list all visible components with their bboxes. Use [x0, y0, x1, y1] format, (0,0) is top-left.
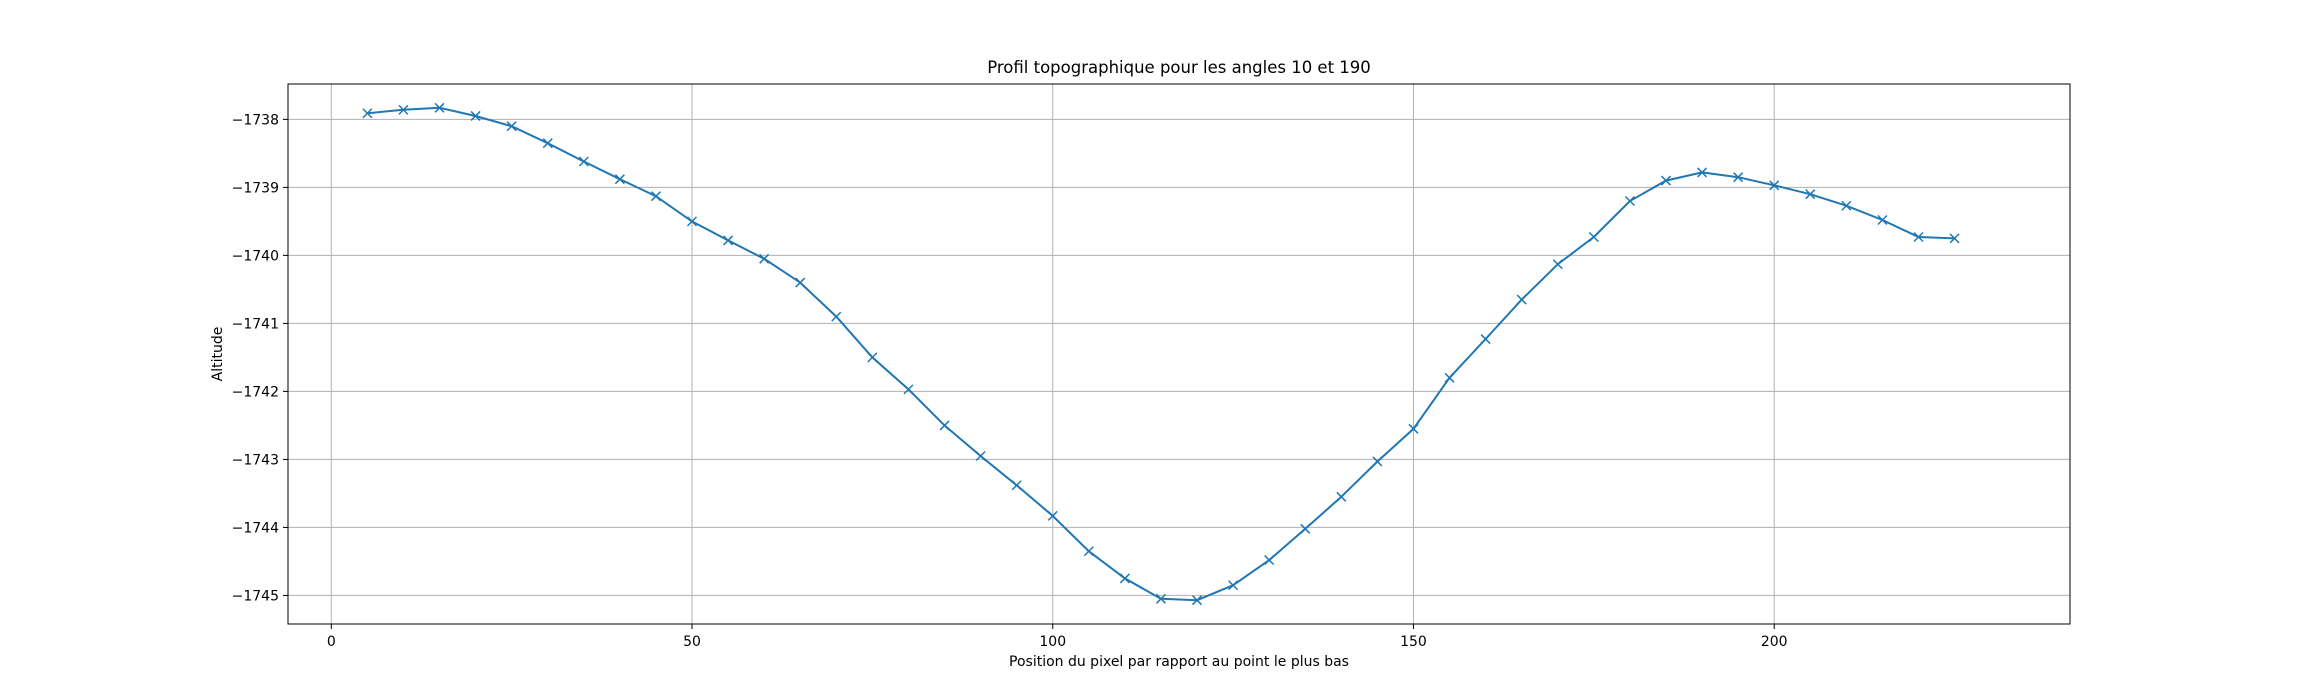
data-point-marker [903, 384, 914, 395]
data-series [362, 102, 1960, 606]
data-point-marker [542, 138, 553, 149]
y-tick-label: −1740 [232, 248, 279, 264]
y-tick-label: −1738 [232, 112, 279, 128]
data-point-marker [1011, 480, 1022, 491]
y-tick-label: −1739 [232, 180, 279, 196]
data-point-marker [1949, 233, 1960, 244]
data-point-marker [759, 253, 770, 264]
y-tick-label: −1745 [232, 588, 279, 604]
data-point-marker [1300, 523, 1311, 534]
data-point-marker [578, 156, 589, 167]
data-point-marker [1913, 231, 1924, 243]
data-point-marker [1408, 423, 1419, 434]
data-point-marker [867, 352, 878, 363]
y-tick-label: −1742 [232, 384, 279, 400]
data-point-marker [1552, 259, 1563, 270]
x-tick-label: 200 [1761, 634, 1788, 650]
data-point-marker [1192, 595, 1203, 606]
data-point-marker [398, 104, 409, 115]
data-point-marker [686, 216, 698, 227]
x-tick-label: 0 [327, 634, 336, 650]
x-tick-label: 50 [683, 634, 701, 650]
data-point-marker [1841, 200, 1852, 211]
data-point-marker [831, 311, 842, 322]
y-axis-title: Altitude [210, 327, 226, 382]
y-tick-label: −1744 [232, 520, 279, 536]
data-point-marker [939, 420, 950, 431]
data-point-marker [1444, 372, 1455, 383]
data-point-marker [506, 121, 517, 132]
data-point-marker [1228, 580, 1239, 591]
data-point-marker [1624, 195, 1635, 207]
data-point-marker [1588, 231, 1599, 243]
data-point-marker [1660, 175, 1672, 186]
data-point-marker [1336, 491, 1347, 502]
data-point-marker [1480, 334, 1491, 345]
y-tick-label: −1743 [232, 452, 279, 468]
data-point-marker [1372, 456, 1383, 467]
data-point-marker [434, 102, 445, 113]
x-tick-label: 100 [1039, 634, 1066, 650]
data-point-marker [1697, 167, 1708, 178]
chart-title: Profil topographique pour les angles 10 … [987, 58, 1371, 77]
data-point-marker [975, 450, 986, 462]
data-point-marker [795, 277, 806, 288]
x-tick-label: 150 [1400, 634, 1427, 650]
data-point-marker [650, 191, 661, 202]
y-tick-label: −1741 [232, 316, 279, 332]
data-point-marker [1155, 593, 1166, 604]
data-point-marker [1083, 546, 1094, 557]
data-point-marker [470, 110, 481, 121]
data-point-marker [1805, 189, 1816, 200]
data-point-marker [614, 174, 625, 185]
data-point-marker [1769, 180, 1780, 191]
axis-ticks: 0 50 100 150 200 −1738 −1739 −1740 −1741 −1742 −17… [232, 112, 1788, 650]
plot-frame [287, 83, 2071, 625]
data-point-marker [1119, 573, 1130, 584]
data-point-marker [1516, 294, 1527, 305]
data-point-marker [1264, 555, 1275, 566]
x-axis-title: Position du pixel par rapport au point l… [1009, 654, 1349, 670]
data-point-marker [1733, 172, 1744, 183]
data-point-marker [362, 108, 373, 119]
data-point-marker [723, 235, 734, 246]
data-point-marker [1047, 510, 1058, 521]
data-point-marker [1877, 214, 1888, 226]
